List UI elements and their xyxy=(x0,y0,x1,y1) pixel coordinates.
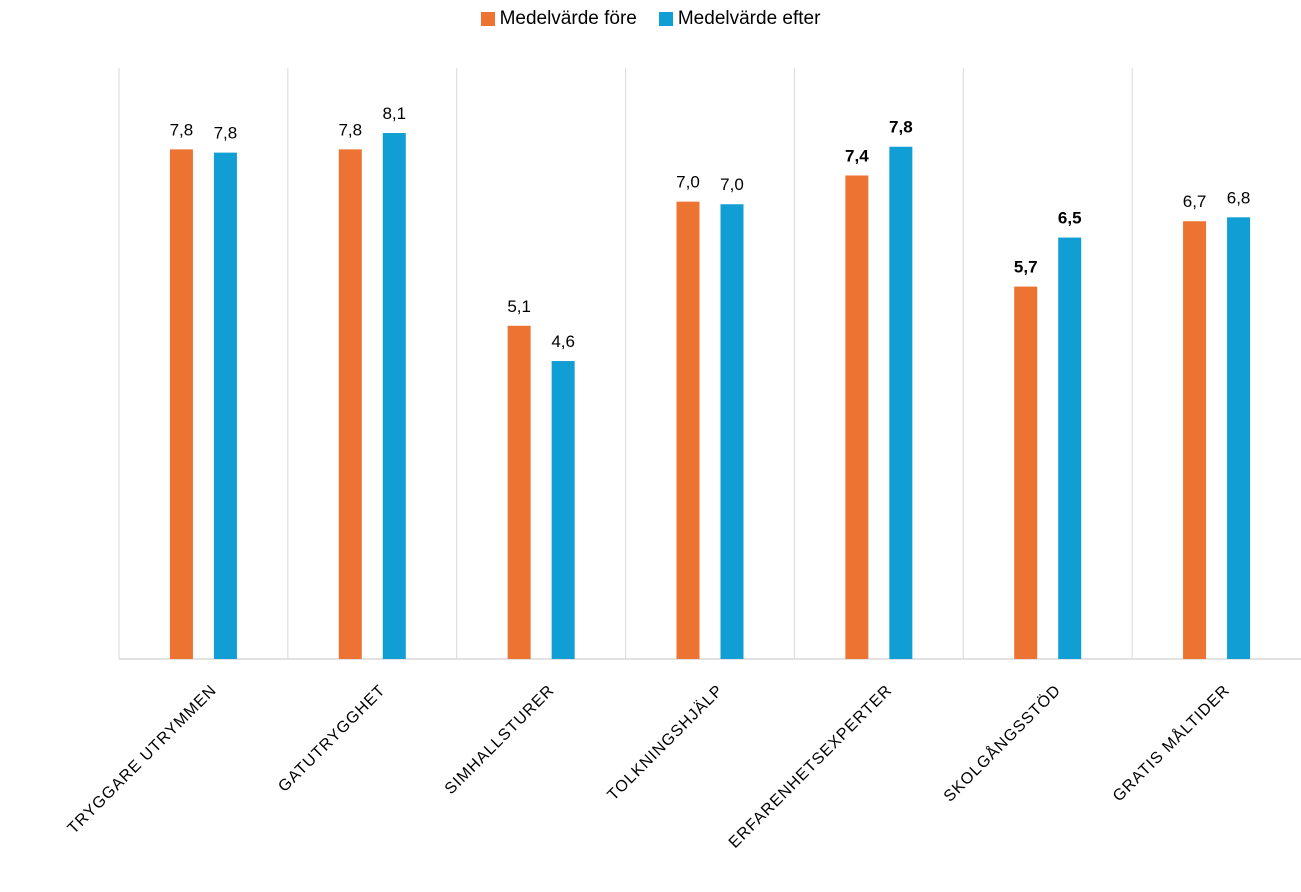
legend: Medelvärde före Medelvärde efter xyxy=(0,8,1301,30)
category-label: GRATIS MÅLTIDER xyxy=(1109,680,1234,805)
data-label-before: 7,8 xyxy=(338,120,362,139)
legend-item-after: Medelvärde efter xyxy=(658,8,821,30)
bar-after xyxy=(720,204,744,660)
data-label-before: 5,7 xyxy=(1014,258,1038,277)
bar-after xyxy=(213,152,237,659)
bar-after xyxy=(382,133,406,659)
legend-swatch-after xyxy=(658,12,673,26)
data-label-after: 8,1 xyxy=(382,104,406,123)
bar-after xyxy=(889,146,913,660)
bar-before xyxy=(338,149,362,659)
data-label-before: 7,0 xyxy=(676,173,700,192)
category-label: SIMHALLSTURER xyxy=(442,682,558,798)
category-label: ERFARENHETSEXPERTER xyxy=(726,682,896,852)
bar-before xyxy=(676,201,700,660)
legend-label-after: Medelvärde efter xyxy=(677,8,821,29)
data-label-after: 6,8 xyxy=(1227,188,1251,207)
legend-label-before: Medelvärde före xyxy=(499,8,637,29)
category-label: GATUTRYGGHET xyxy=(275,682,389,796)
category-label: TRYGGARE UTRYMMEN xyxy=(65,682,221,838)
data-label-before: 7,8 xyxy=(170,120,194,139)
legend-item-before: Medelvärde före xyxy=(480,8,637,30)
data-label-after: 6,5 xyxy=(1058,209,1082,228)
bar-before xyxy=(507,325,531,659)
category-label: TOLKNINGSHJÄLP xyxy=(604,681,727,804)
data-label-after: 7,0 xyxy=(720,175,744,194)
data-label-after: 4,6 xyxy=(551,332,575,351)
category-label: SKOLGÅNGSSTÖD xyxy=(939,680,1064,805)
bar-after xyxy=(1227,217,1251,659)
bar-before xyxy=(845,175,869,659)
legend-swatch-before xyxy=(480,12,495,26)
data-label-after: 7,8 xyxy=(889,118,913,137)
data-label-before: 6,7 xyxy=(1183,192,1207,211)
data-label-after: 7,8 xyxy=(214,124,238,143)
bar-after xyxy=(551,361,575,659)
data-label-before: 5,1 xyxy=(507,297,531,316)
bar-before xyxy=(1014,286,1038,659)
bar-before xyxy=(1183,221,1207,660)
data-label-before: 7,4 xyxy=(845,146,869,165)
bar-after xyxy=(1058,237,1082,659)
bar-before xyxy=(169,149,193,659)
